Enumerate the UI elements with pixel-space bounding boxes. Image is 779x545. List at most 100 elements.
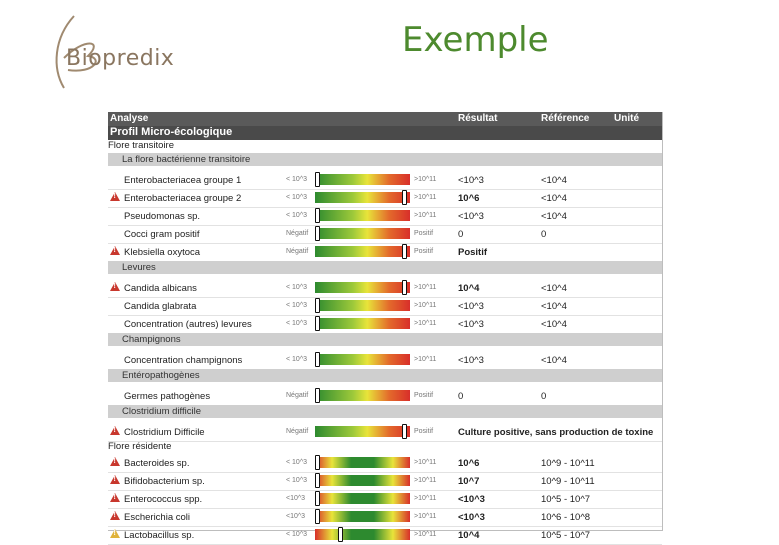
level-bar bbox=[315, 226, 410, 241]
level-marker bbox=[402, 190, 408, 205]
scale-low-label: < 10^3 bbox=[286, 320, 307, 327]
col-reference: Référence bbox=[541, 113, 590, 124]
level-bar bbox=[315, 473, 410, 488]
analysis-name: Candida glabrata bbox=[124, 301, 197, 312]
section-header: Flore résidente bbox=[108, 441, 662, 452]
table-row: Clostridium Difficile Négatif Positif Cultu… bbox=[108, 423, 662, 442]
warning-icon bbox=[110, 282, 120, 291]
profile-title: Profil Micro-écologique bbox=[108, 126, 662, 140]
warning-icon bbox=[110, 192, 120, 201]
scale-high-label: >10^11 bbox=[414, 513, 437, 520]
scale-low-label: Négatif bbox=[286, 428, 309, 435]
scale-high-label: Positif bbox=[414, 428, 434, 435]
table-row: Candida glabrata < 10^3 >10^11 <10^3 <10^4 bbox=[108, 297, 662, 316]
reference-value: <10^4 bbox=[541, 283, 567, 294]
warning-icon bbox=[110, 457, 120, 466]
analysis-name: Candida albicans bbox=[124, 283, 197, 294]
scale-low-label: < 10^3 bbox=[286, 302, 307, 309]
group-label: Champignons bbox=[122, 334, 181, 345]
level-bar bbox=[315, 352, 410, 367]
col-unite: Unité bbox=[614, 113, 639, 124]
scale-low-label: < 10^3 bbox=[286, 176, 307, 183]
report-header: Analyse Résultat Référence Unité bbox=[108, 112, 662, 126]
scale-low-label: Négatif bbox=[286, 230, 309, 237]
table-row: Candida albicans < 10^3 >10^11 10^4 <10^4 bbox=[108, 279, 662, 298]
result-value: <10^3 bbox=[458, 512, 485, 523]
result-value: 10^4 bbox=[458, 530, 480, 541]
level-marker bbox=[402, 424, 408, 439]
logo-swoosh bbox=[55, 15, 97, 89]
analysis-name: Pseudomonas sp. bbox=[124, 211, 201, 222]
scale-high-label: Positif bbox=[414, 392, 434, 399]
profile-title-text: Profil Micro-écologique bbox=[110, 126, 233, 138]
table-row: Klebsiella oxytoca Négatif Positif Positif bbox=[108, 243, 662, 262]
level-marker bbox=[315, 509, 320, 524]
level-bar bbox=[315, 208, 410, 223]
reference-value: <10^4 bbox=[541, 301, 567, 312]
result-value: <10^3 bbox=[458, 211, 484, 222]
page-title: Exemple bbox=[402, 20, 549, 60]
scale-high-label: Positif bbox=[414, 230, 434, 237]
scale-low-label: <10^3 bbox=[286, 513, 306, 520]
result-value: <10^3 bbox=[458, 494, 485, 505]
level-marker bbox=[315, 455, 320, 470]
reference-value: <10^4 bbox=[541, 211, 567, 222]
analysis-name: Bifidobacterium sp. bbox=[124, 476, 205, 487]
scale-high-label: >10^11 bbox=[414, 320, 437, 327]
warning-icon bbox=[110, 246, 120, 255]
reference-value: <10^4 bbox=[541, 355, 567, 366]
result-value: <10^3 bbox=[458, 175, 484, 186]
group-label: Clostridium difficile bbox=[122, 406, 202, 417]
scale-low-label: < 10^3 bbox=[286, 459, 307, 466]
result-value: Culture positive, sans production de tox… bbox=[458, 427, 654, 438]
level-marker bbox=[402, 244, 408, 259]
scale-low-label: Négatif bbox=[286, 392, 309, 399]
scale-low-label: <10^3 bbox=[286, 495, 306, 502]
level-marker bbox=[315, 491, 320, 506]
analysis-name: Concentration (autres) levures bbox=[124, 319, 252, 330]
level-bar bbox=[315, 388, 410, 403]
scale-low-label: < 10^3 bbox=[286, 194, 307, 201]
warning-icon bbox=[110, 529, 120, 538]
result-value: <10^3 bbox=[458, 301, 484, 312]
level-bar bbox=[315, 298, 410, 313]
analysis-name: Clostridium Difficile bbox=[124, 427, 205, 438]
level-marker bbox=[315, 226, 320, 241]
group-label: Flore transitoire bbox=[108, 140, 174, 151]
reference-value: 10^6 - 10^8 bbox=[541, 512, 591, 523]
result-value: 10^4 bbox=[458, 283, 480, 294]
scale-low-label: < 10^3 bbox=[286, 356, 307, 363]
analysis-name: Enterobacteriacea groupe 1 bbox=[124, 175, 242, 186]
col-analyse: Analyse bbox=[110, 113, 149, 124]
reference-value: 10^9 - 10^11 bbox=[541, 476, 595, 487]
analysis-name: Lactobacillus sp. bbox=[124, 530, 195, 541]
scale-low-label: < 10^3 bbox=[286, 212, 307, 219]
reference-value: 10^9 - 10^11 bbox=[541, 458, 595, 469]
reference-value: 0 bbox=[541, 229, 547, 240]
col-resultat: Résultat bbox=[458, 113, 498, 124]
analysis-name: Klebsiella oxytoca bbox=[124, 247, 201, 258]
biopredix-logo bbox=[44, 8, 214, 90]
scale-high-label: >10^11 bbox=[414, 302, 437, 309]
level-bar bbox=[315, 527, 410, 542]
section-header: Flore transitoire bbox=[108, 140, 662, 151]
analysis-name: Germes pathogènes bbox=[124, 391, 211, 402]
level-bar bbox=[315, 190, 410, 205]
table-row: Bacteroides sp. < 10^3 >10^11 10^6 10^9 - 10… bbox=[108, 454, 662, 473]
reference-value: <10^4 bbox=[541, 175, 567, 186]
result-value: <10^3 bbox=[458, 319, 484, 330]
subsection-header: Entéropathogènes bbox=[108, 369, 662, 382]
table-row: Pseudomonas sp. < 10^3 >10^11 <10^3 <10^4 bbox=[108, 207, 662, 226]
subsection-header: Champignons bbox=[108, 333, 662, 346]
analysis-name: Enterobacteriacea groupe 2 bbox=[124, 193, 242, 204]
result-value: 10^6 bbox=[458, 193, 480, 204]
result-value: 10^7 bbox=[458, 476, 480, 487]
table-row: Concentration champignons < 10^3 >10^11 <10… bbox=[108, 351, 662, 370]
level-bar bbox=[315, 455, 410, 470]
result-value: 10^6 bbox=[458, 458, 480, 469]
group-label: Flore résidente bbox=[108, 441, 172, 452]
scale-low-label: < 10^3 bbox=[286, 284, 307, 291]
subsection-header: Levures bbox=[108, 261, 662, 274]
table-row: Cocci gram positif Négatif Positif 0 0 bbox=[108, 225, 662, 244]
level-bar bbox=[315, 280, 410, 295]
